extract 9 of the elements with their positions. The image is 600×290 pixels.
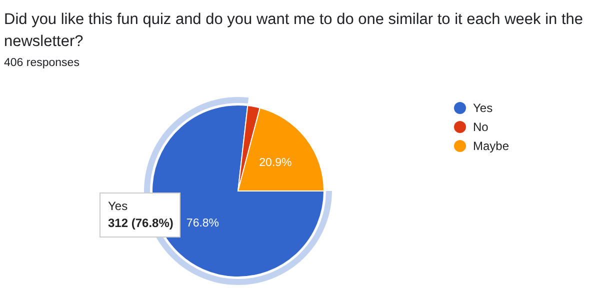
data-label: 76.8% <box>186 218 220 230</box>
text: Yes <box>108 199 128 213</box>
legend-label: Maybe <box>473 139 510 153</box>
data-label: 20.9% <box>259 157 292 170</box>
text: 406 responses <box>4 57 80 69</box>
legend-label: No <box>473 120 489 134</box>
chart-title: Did you like this fun quiz and do you want me to do one similar to it each week in the newsletter? <box>4 11 583 50</box>
legend-label: Yes <box>473 101 493 115</box>
text: 312 (76.8%) <box>108 216 174 230</box>
